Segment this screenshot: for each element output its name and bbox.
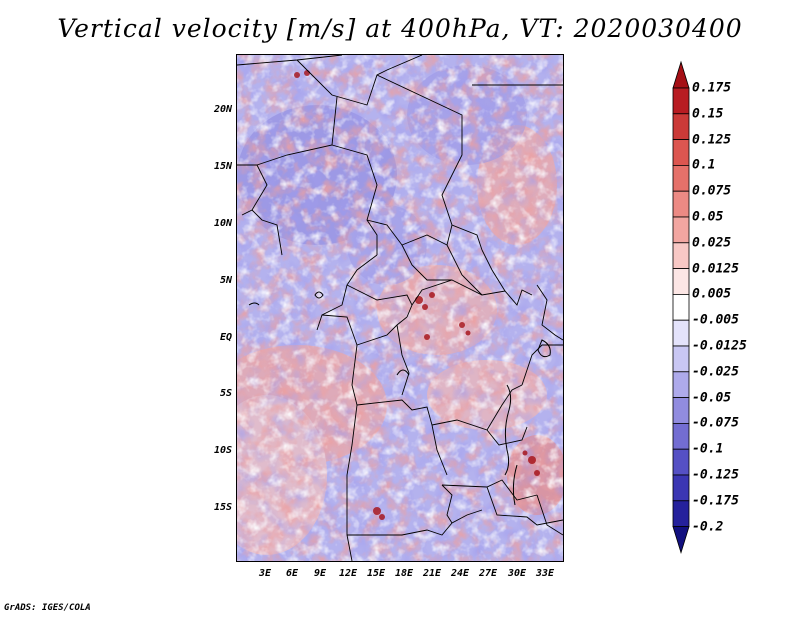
colorbar-swatch: [672, 190, 690, 218]
lon-label-27e: 27E: [478, 568, 498, 579]
colorbar-label: 0.025: [692, 235, 732, 251]
country-borders: [236, 54, 564, 562]
colorbar: [672, 60, 690, 554]
colorbar-swatch: [672, 319, 690, 347]
lon-label-24e: 24E: [450, 568, 470, 579]
lon-label-30e: 30E: [507, 568, 527, 579]
map-field: [207, 54, 567, 562]
lat-label-5s: 5S: [219, 388, 232, 399]
lat-label-15s: 15S: [213, 502, 232, 513]
colorbar-label: 0.075: [692, 183, 732, 199]
colorbar-swatch: [672, 371, 690, 398]
colorbar-swatch: [672, 448, 690, 476]
lon-label-3e: 3E: [258, 568, 272, 579]
colorbar-swatch: [672, 474, 690, 502]
colorbar-swatch: [672, 216, 690, 244]
lon-label-9e: 9E: [313, 568, 327, 579]
colorbar-label: 0.05: [692, 209, 724, 225]
colorbar-label: -0.025: [692, 364, 739, 380]
colorbar-label: 0.125: [692, 132, 732, 148]
colorbar-label: -0.1: [692, 441, 724, 457]
colorbar-label: 0.15: [692, 106, 724, 122]
colorbar-label: 0.175: [692, 80, 732, 96]
lat-label-10s: 10S: [213, 445, 232, 456]
colorbar-swatch: [672, 165, 690, 192]
lon-label-6e: 6E: [285, 568, 299, 579]
colorbar-label: -0.2: [692, 519, 724, 535]
map-panel: [207, 54, 567, 562]
colorbar-swatch: [672, 500, 690, 527]
lon-label-33e: 33E: [535, 568, 555, 579]
colorbar-swatch: [672, 345, 690, 373]
lat-label-eq: EQ: [219, 332, 232, 343]
lat-label-5n: 5N: [219, 275, 232, 286]
colorbar-label: -0.125: [692, 467, 739, 483]
lat-label-10n: 10N: [213, 218, 232, 229]
colorbar-swatch: [672, 422, 690, 450]
colorbar-swatch: [672, 268, 690, 295]
colorbar-swatch: [672, 113, 690, 140]
noise-light: [237, 55, 563, 561]
colorbar-label: -0.075: [692, 415, 739, 431]
lon-label-15e: 15E: [366, 568, 386, 579]
lon-label-12e: 12E: [338, 568, 358, 579]
colorbar-label: 0.1: [692, 157, 716, 173]
chart-title: Vertical velocity [m/s] at 400hPa, VT: 2…: [57, 14, 743, 43]
lon-label-18e: 18E: [394, 568, 414, 579]
colorbar-swatch: [672, 87, 690, 115]
colorbar-label: 0.005: [692, 286, 732, 302]
colorbar-top-arrow: [672, 60, 690, 89]
colorbar-label: 0.0125: [692, 261, 739, 277]
colorbar-swatch: [672, 139, 690, 166]
lon-label-21e: 21E: [422, 568, 442, 579]
colorbar-label: -0.175: [692, 493, 739, 509]
colorbar-label: -0.005: [692, 312, 739, 328]
colorbar-bottom-arrow: [672, 526, 690, 554]
colorbar-label: -0.0125: [692, 338, 747, 354]
colorbar-swatch: [672, 293, 690, 321]
lat-label-20n: 20N: [213, 104, 232, 115]
lakes: [248, 291, 551, 506]
grads-credit: GrADS: IGES/COLA: [4, 603, 91, 613]
colorbar-swatch: [672, 242, 690, 270]
colorbar-label: -0.05: [692, 390, 732, 406]
lat-label-15n: 15N: [213, 161, 232, 172]
colorbar-swatch: [672, 397, 690, 424]
